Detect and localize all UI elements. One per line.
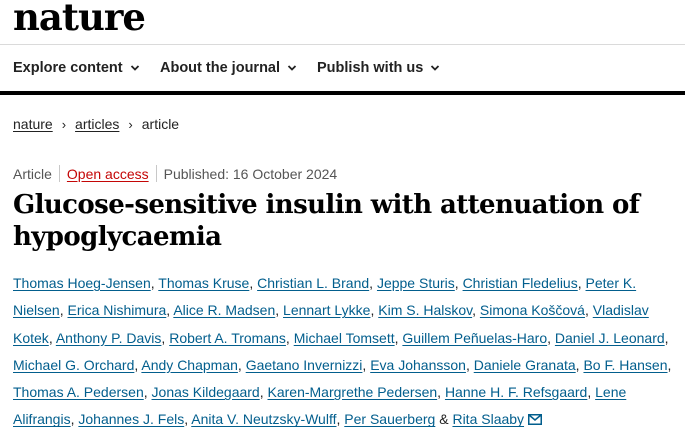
author-link[interactable]: Andy Chapman (141, 356, 238, 373)
author-link[interactable]: Erica Nishimura (67, 302, 167, 319)
nature-logo[interactable]: nature (13, 0, 146, 39)
meta-divider (155, 165, 157, 182)
breadcrumb-separator: › (128, 116, 133, 132)
author-link[interactable]: Christian L. Brand (257, 275, 370, 291)
author-link[interactable]: Robert A. Tromans (169, 329, 286, 346)
nav-item-label: About the journal (160, 60, 281, 76)
author-ampersand: & (435, 411, 453, 428)
chevron-down-icon (130, 65, 139, 71)
breadcrumb-articles[interactable]: articles (75, 116, 120, 132)
breadcrumb: nature › articles › article (13, 116, 179, 132)
author-link[interactable]: Jeppe Sturis (376, 275, 455, 291)
header-divider (0, 44, 685, 45)
author-separator: , (134, 356, 142, 373)
author-link[interactable]: Michael G. Orchard (13, 356, 135, 373)
author-separator: , (70, 411, 79, 428)
author-link[interactable]: Per Sauerberg (344, 411, 436, 428)
author-separator: , (285, 329, 294, 346)
nav-item-label: Explore content (13, 60, 123, 76)
author-separator: , (472, 302, 480, 319)
author-link[interactable]: Vladislav Kotek (13, 302, 649, 346)
author-separator: , (150, 275, 159, 291)
author-separator: , (184, 411, 192, 428)
author-separator: , (166, 302, 174, 319)
author-link[interactable]: Simona Koščová (479, 302, 585, 319)
author-link[interactable]: Daniele Granata (473, 356, 576, 373)
article-title: Glucose-sensitive insulin with attenuati… (13, 189, 673, 253)
author-separator: , (584, 302, 593, 319)
nav-explore-content[interactable]: Explore content (13, 60, 140, 76)
author-separator: , (237, 356, 246, 373)
meta-divider (58, 165, 60, 182)
author-separator: , (259, 384, 268, 401)
author-link[interactable]: Eva Johansson (370, 356, 466, 373)
nav-publish-with-us[interactable]: Publish with us (317, 60, 440, 76)
author-link[interactable]: Lene Alifrangis (13, 384, 627, 428)
author-separator: , (454, 275, 463, 291)
author-link[interactable]: Christian Fledelius (462, 275, 578, 291)
open-access-link[interactable]: Open access (66, 165, 149, 182)
author-link[interactable]: Gaetano Invernizzi (245, 356, 363, 373)
author-separator: , (369, 275, 377, 291)
author-link[interactable]: Jonas Kildegaard (151, 384, 260, 401)
author-separator: , (465, 356, 474, 373)
breadcrumb-current: article (141, 116, 180, 132)
author-separator: , (59, 302, 68, 319)
author-link[interactable]: Thomas Kruse (158, 275, 250, 291)
author-link[interactable]: Johannes J. Fels (78, 411, 185, 428)
author-separator: , (664, 329, 669, 346)
author-separator: , (362, 356, 371, 373)
author-separator: , (370, 302, 379, 319)
author-separator: , (275, 302, 284, 319)
nav-item-label: Publish with us (317, 60, 424, 76)
article-meta: Article Open access Published: 16 Octobe… (13, 165, 337, 182)
chevron-down-icon (287, 65, 297, 71)
author-link[interactable]: Lennart Lykke (283, 302, 371, 319)
author-list: Thomas Hoeg-Jensen, Thomas Kruse, Christ… (13, 270, 678, 431)
published-date: Published: 16 October 2024 (163, 165, 338, 182)
author-separator: , (575, 356, 584, 373)
author-link[interactable]: Thomas Hoeg-Jensen (13, 275, 151, 291)
author-separator: , (48, 329, 56, 346)
author-separator: , (577, 275, 586, 291)
site-header: nature (0, 0, 685, 46)
author-link[interactable]: Guillem Peñuelas-Haro (402, 329, 548, 346)
author-link[interactable]: Peter K. Nielsen (13, 275, 637, 319)
author-link[interactable]: Thomas A. Pedersen (13, 384, 144, 401)
author-separator: , (547, 329, 555, 346)
author-separator: , (437, 384, 445, 401)
author-link[interactable]: Michael Tomsett (293, 329, 395, 346)
article-type: Article (13, 165, 52, 182)
author-link[interactable]: Anthony P. Davis (55, 329, 162, 346)
author-link[interactable]: Bo F. Hansen (583, 356, 668, 373)
breadcrumb-separator: › (61, 116, 67, 132)
author-separator: , (161, 329, 170, 346)
author-separator: , (336, 411, 345, 428)
author-separator: , (394, 329, 403, 346)
article-title-line: hypoglycaemia (13, 222, 222, 252)
author-separator: , (249, 275, 258, 291)
author-link[interactable]: Karen-Margrethe Pedersen (267, 384, 438, 401)
author-separator: , (667, 356, 672, 373)
article-title-line: Glucose-sensitive insulin with attenuati… (13, 190, 640, 220)
author-link[interactable]: Rita Slaaby (452, 411, 525, 428)
nav-underline-bar (0, 91, 685, 95)
breadcrumb-nature[interactable]: nature (13, 116, 53, 132)
author-separator: , (587, 384, 596, 401)
nav-about-journal[interactable]: About the journal (160, 60, 297, 76)
chevron-down-icon (431, 65, 440, 71)
author-link[interactable]: Daniel J. Leonard (554, 329, 665, 346)
author-link[interactable]: Hanne H. F. Refsgaard (444, 384, 588, 401)
author-link[interactable]: Kim S. Halskov (378, 302, 473, 319)
author-link[interactable]: Alice R. Madsen (173, 302, 276, 319)
mail-icon[interactable] (528, 414, 543, 426)
author-separator: , (143, 384, 152, 401)
author-link[interactable]: Anita V. Neutzsky-Wulff (191, 411, 337, 428)
main-nav: Explore content About the journal Publis… (0, 45, 685, 93)
